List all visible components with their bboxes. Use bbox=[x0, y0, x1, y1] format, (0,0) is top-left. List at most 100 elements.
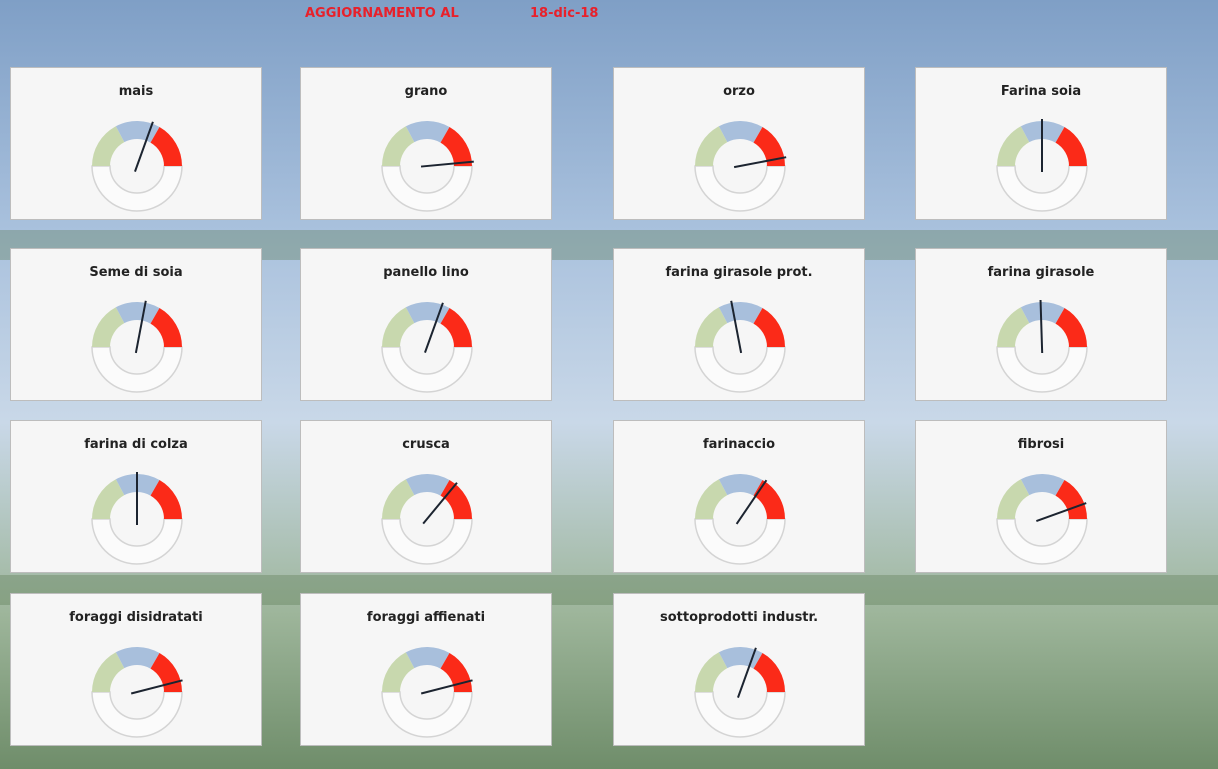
gauge-mid-zone bbox=[115, 647, 160, 669]
gauge bbox=[694, 474, 786, 565]
gauge-card: farina girasole bbox=[915, 248, 1167, 401]
gauge-high-zone bbox=[150, 127, 182, 166]
gauge bbox=[996, 119, 1088, 212]
gauge-mid-zone bbox=[405, 647, 450, 669]
gauge-needle bbox=[422, 482, 458, 525]
gauge-lower bbox=[694, 346, 786, 393]
gauge bbox=[381, 121, 474, 212]
gauge-low-zone bbox=[997, 307, 1030, 347]
gauge-card: farinaccio bbox=[613, 420, 865, 573]
update-label: AGGIORNAMENTO AL bbox=[305, 6, 459, 21]
gauge-low-zone bbox=[695, 307, 728, 347]
gauge-title: sottoprodotti industr. bbox=[659, 610, 819, 625]
gauge-high-zone bbox=[753, 308, 785, 347]
gauge-needle bbox=[134, 300, 147, 354]
gauge-high-zone bbox=[753, 480, 785, 519]
gauge-title: farina di colza bbox=[84, 437, 188, 452]
gauge-high-zone bbox=[1055, 480, 1087, 519]
gauge bbox=[996, 299, 1088, 393]
gauge-low-zone bbox=[997, 479, 1030, 519]
gauge-lower bbox=[381, 346, 473, 393]
gauge-lower bbox=[996, 165, 1088, 212]
gauge-needle bbox=[130, 679, 183, 695]
gauge-card: Seme di soia bbox=[10, 248, 262, 401]
gauge-needle bbox=[134, 121, 154, 172]
gauge-mid-zone bbox=[718, 121, 763, 143]
gauge-card: fibrosi bbox=[915, 420, 1167, 573]
gauge-high-zone bbox=[440, 308, 472, 347]
gauge-title: foraggi disidratati bbox=[69, 610, 203, 625]
gauge-low-zone bbox=[92, 307, 125, 347]
gauge-lower bbox=[381, 518, 473, 565]
gauge-lower bbox=[694, 165, 786, 212]
gauge-title: foraggi affienati bbox=[366, 610, 486, 625]
gauge-card: grano bbox=[300, 67, 552, 220]
gauge-mid-zone bbox=[1020, 302, 1065, 324]
gauge-title: Farina soia bbox=[1000, 84, 1082, 99]
gauge-low-zone bbox=[382, 479, 415, 519]
gauge-low-zone bbox=[382, 126, 415, 166]
gauge-needle bbox=[1036, 502, 1087, 522]
gauge-low-zone bbox=[92, 126, 125, 166]
gauge-high-zone bbox=[1055, 127, 1087, 166]
gauge-title: orzo bbox=[723, 84, 755, 99]
gauge-needle bbox=[420, 160, 474, 168]
gauge-card: foraggi disidratati bbox=[10, 593, 262, 746]
gauge-card: foraggi affienati bbox=[300, 593, 552, 746]
gauge-lower bbox=[91, 691, 183, 738]
gauge-card: mais bbox=[10, 67, 262, 220]
gauge-lower bbox=[381, 691, 473, 738]
gauge-title: grano bbox=[404, 84, 448, 99]
gauge-lower bbox=[996, 346, 1088, 393]
gauge-needle bbox=[737, 647, 757, 698]
gauge bbox=[91, 300, 183, 393]
gauge-card: farina girasole prot. bbox=[613, 248, 865, 401]
gauge-high-zone bbox=[440, 480, 472, 519]
gauge-low-zone bbox=[382, 307, 415, 347]
gauge-low-zone bbox=[695, 652, 728, 692]
gauge-low-zone bbox=[695, 126, 728, 166]
gauge bbox=[91, 472, 183, 565]
gauge-mid-zone bbox=[718, 302, 763, 324]
gauge-card: farina di colza bbox=[10, 420, 262, 573]
gauge-title: farinaccio bbox=[702, 437, 776, 452]
gauge-high-zone bbox=[753, 127, 785, 166]
gauge bbox=[381, 302, 473, 393]
gauge-needle bbox=[733, 156, 787, 169]
gauge bbox=[694, 121, 787, 212]
gauge-high-zone bbox=[753, 653, 785, 692]
gauge-low-zone bbox=[997, 126, 1030, 166]
gauge bbox=[381, 647, 473, 738]
gauge bbox=[996, 474, 1088, 565]
gauge-lower bbox=[694, 518, 786, 565]
gauge-title: fibrosi bbox=[1017, 437, 1065, 452]
gauge bbox=[91, 647, 183, 738]
gauge-card: Farina soia bbox=[915, 67, 1167, 220]
gauge-title: crusca bbox=[402, 437, 450, 452]
gauge-needle bbox=[735, 479, 768, 525]
gauge-high-zone bbox=[1055, 308, 1087, 347]
gauge-mid-zone bbox=[1020, 474, 1065, 496]
gauge-needle bbox=[1039, 299, 1044, 354]
gauge-lower bbox=[91, 346, 183, 393]
gauge-mid-zone bbox=[718, 647, 763, 669]
gauge-low-zone bbox=[382, 652, 415, 692]
gauge-low-zone bbox=[92, 479, 125, 519]
gauge-card: panello lino bbox=[300, 248, 552, 401]
gauge-needle bbox=[730, 300, 743, 354]
gauge-title: farina girasole prot. bbox=[665, 265, 813, 280]
gauge-title: panello lino bbox=[383, 265, 469, 280]
gauge-low-zone bbox=[695, 479, 728, 519]
gauge bbox=[91, 121, 183, 212]
gauge-card: crusca bbox=[300, 420, 552, 573]
gauge-low-zone bbox=[92, 652, 125, 692]
gauge-mid-zone bbox=[405, 121, 450, 143]
gauge-lower bbox=[91, 518, 183, 565]
gauge-mid-zone bbox=[718, 474, 763, 496]
gauge bbox=[381, 474, 473, 565]
gauge-card: orzo bbox=[613, 67, 865, 220]
gauge-needle bbox=[424, 302, 444, 353]
gauge-title: mais bbox=[118, 84, 154, 99]
update-date: 18-dic-18 bbox=[530, 6, 599, 21]
